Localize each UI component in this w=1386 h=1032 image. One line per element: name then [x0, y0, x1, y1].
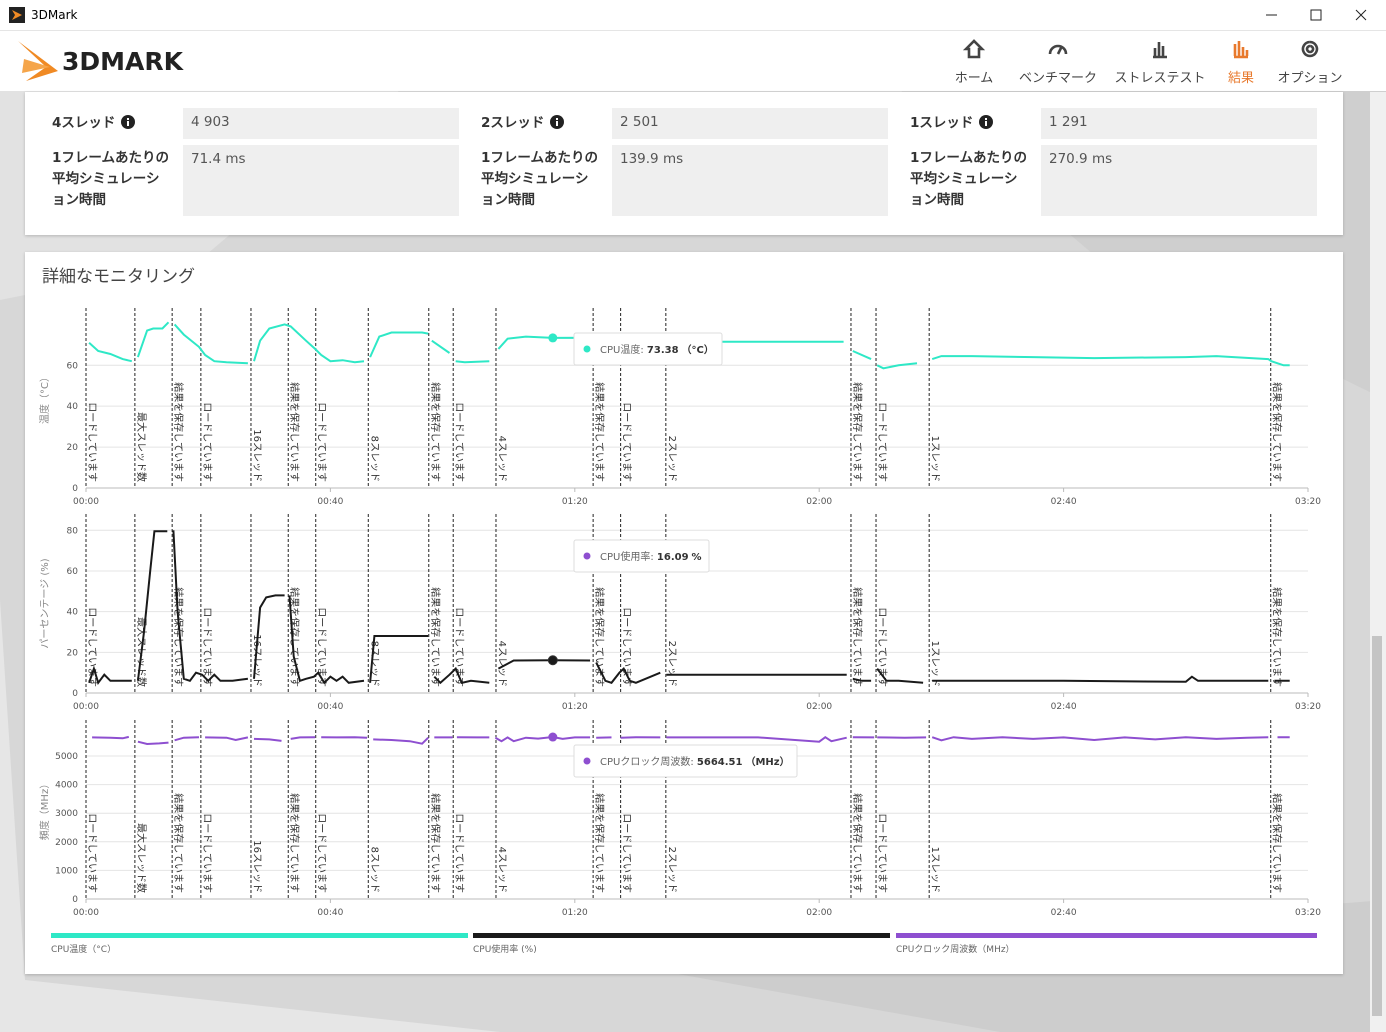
icon-shape [556, 121, 559, 126]
label-text: 1スレッド [910, 115, 974, 131]
icon-shape [1233, 41, 1249, 59]
label-text: 2スレッド [481, 115, 545, 131]
window-controls[interactable] [1250, 0, 1386, 30]
frame-label: 1フレームあたりの平均シミュレーション時間 [481, 150, 598, 208]
icon-shape [1048, 44, 1068, 55]
info-icon [979, 115, 994, 129]
nav-icon [1153, 42, 1167, 59]
frame-label: 1フレームあたりの平均シミュレーション時間 [910, 150, 1027, 208]
logo-text: 3DMARK [62, 47, 185, 76]
frame-label: 1フレームあたりの平均シミュレーション時間 [52, 150, 169, 208]
label-text: 4スレッド [52, 115, 116, 131]
nav-label: ベンチマーク [1018, 71, 1097, 86]
icon-shape [1153, 42, 1167, 59]
title-bar: 3DMark [0, 0, 1386, 31]
nav-label: 結果 [1227, 71, 1254, 86]
section-title: 詳細なモニタリング [42, 267, 195, 287]
info-icon [550, 115, 565, 129]
nav-icon [1048, 44, 1068, 55]
nav-icon [963, 39, 985, 59]
nav-icon [1301, 40, 1319, 58]
nav-label: オプション [1277, 71, 1343, 86]
frame-value: 270.9 ms [1041, 145, 1317, 216]
app-icon [9, 7, 25, 23]
logo: 3DMARK [18, 41, 185, 81]
result-value: 1 291 [1041, 108, 1317, 139]
result-label: 2スレッド [481, 113, 565, 134]
icon-shape [985, 121, 988, 126]
nav-label: ストレステスト [1114, 71, 1206, 86]
info-icon [121, 115, 136, 129]
monitoring-card: 詳細なモニタリング [25, 252, 1343, 974]
frame-value: 71.4 ms [183, 145, 459, 216]
result-label: 1スレッド [910, 113, 994, 134]
nav-icon [1233, 41, 1249, 59]
frame-value: 139.9 ms [612, 145, 888, 216]
icon-shape [985, 118, 988, 120]
icon-shape [1301, 40, 1319, 58]
window-title: 3DMark [31, 8, 78, 22]
result-label: 4スレッド [52, 113, 136, 134]
result-value: 2 501 [612, 108, 888, 139]
icon-shape [963, 39, 985, 59]
icon-shape [556, 118, 559, 120]
icon-shape [127, 121, 130, 126]
header: 3DMARK ホーム ベンチマーク ストレステスト 結果 オプション [0, 31, 1386, 91]
icon-shape [127, 118, 130, 120]
nav-label: ホーム [954, 71, 994, 86]
results-card: 4スレッド 4 903 1フレームあたりの平均シミュレーション時間 71.4 ms 2ス… [25, 92, 1343, 235]
result-value: 4 903 [183, 108, 459, 139]
